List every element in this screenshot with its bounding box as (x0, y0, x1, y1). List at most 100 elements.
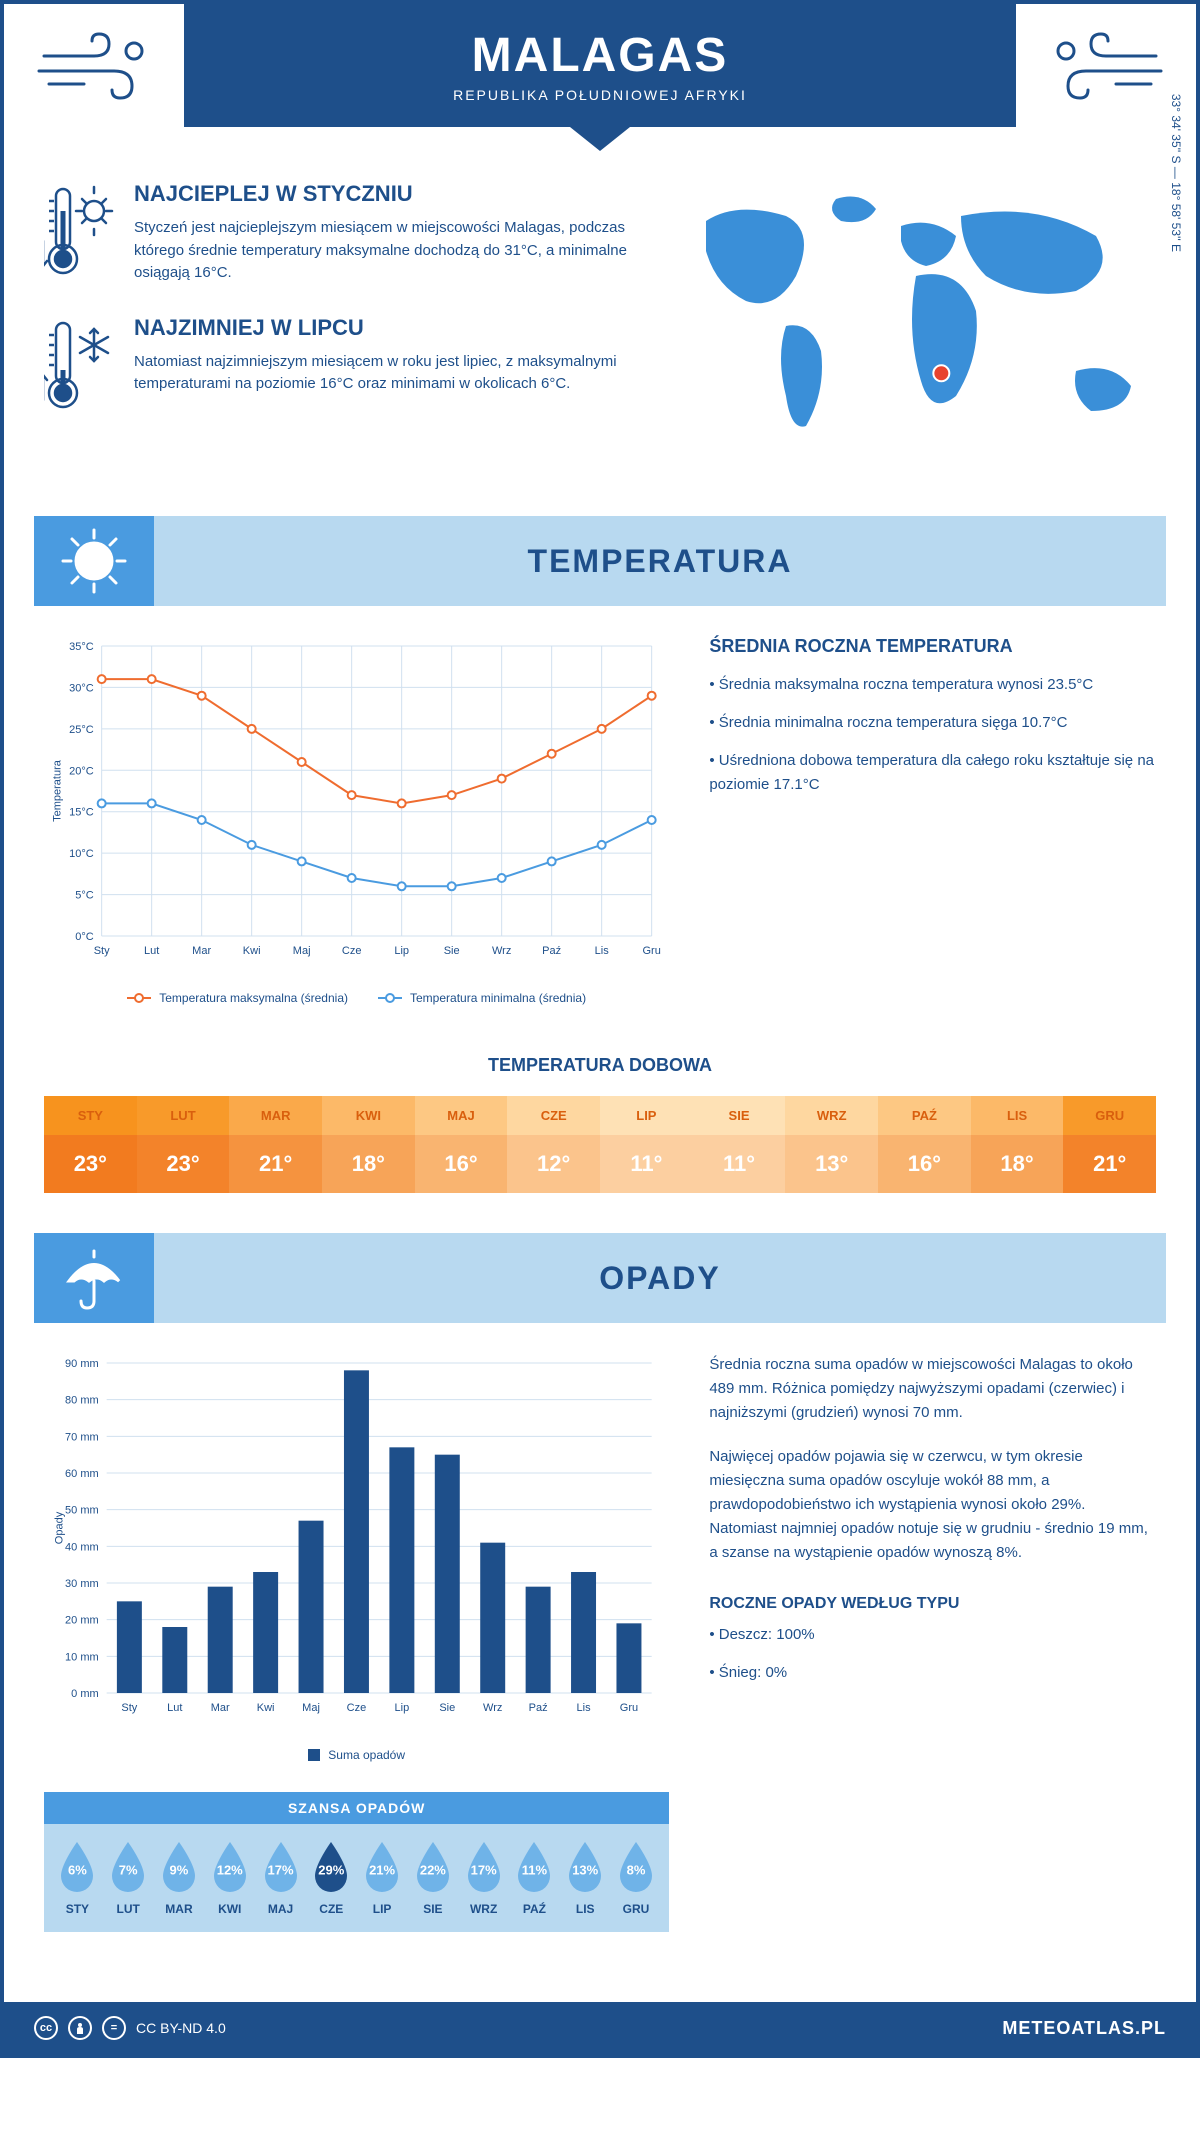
svg-text:90 mm: 90 mm (65, 1358, 99, 1370)
temperature-title: TEMPERATURA (154, 543, 1166, 580)
legend-precip-label: Suma opadów (328, 1748, 405, 1762)
svg-text:Cze: Cze (342, 945, 362, 957)
precip-type-line: • Śnieg: 0% (709, 1661, 1156, 1685)
svg-text:Paź: Paź (542, 945, 561, 957)
drop-col: 9%MAR (154, 1840, 205, 1916)
temp-col-month: GRU (1063, 1096, 1156, 1135)
svg-text:Temperatura: Temperatura (52, 759, 64, 822)
svg-text:40 mm: 40 mm (65, 1541, 99, 1553)
svg-text:Maj: Maj (293, 945, 311, 957)
fact-warmest: NAJCIEPLEJ W STYCZNIU Styczeń jest najci… (44, 181, 646, 285)
fact-coldest-title: NAJZIMNIEJ W LIPCU (134, 315, 646, 341)
svg-text:80 mm: 80 mm (65, 1395, 99, 1407)
svg-text:60 mm: 60 mm (65, 1468, 99, 1480)
svg-text:25°C: 25°C (69, 724, 94, 736)
footer: cc = CC BY-ND 4.0 METEOATLAS.PL (4, 2002, 1196, 2054)
temp-col-month: KWI (322, 1096, 415, 1135)
sun-icon (34, 516, 154, 606)
temp-info: ŚREDNIA ROCZNA TEMPERATURA • Średnia mak… (709, 636, 1156, 1005)
temp-col: CZE12° (507, 1096, 600, 1193)
temp-col-value: 13° (785, 1135, 878, 1193)
svg-text:Sie: Sie (444, 945, 460, 957)
daily-temp-title: TEMPERATURA DOBOWA (4, 1055, 1196, 1076)
temp-col: SIE11° (693, 1096, 786, 1193)
precip-chance-title: SZANSA OPADÓW (44, 1792, 669, 1824)
svg-text:Cze: Cze (347, 1702, 367, 1714)
legend-max: Temperatura maksymalna (średnia) (127, 991, 348, 1005)
svg-text:Gru: Gru (642, 945, 660, 957)
section-header-precipitation: OPADY (34, 1233, 1166, 1323)
precip-p1: Średnia roczna suma opadów w miejscowośc… (709, 1353, 1156, 1425)
legend-max-label: Temperatura maksymalna (średnia) (159, 991, 348, 1005)
precip-legend: Suma opadów (44, 1748, 669, 1762)
precipitation-chart-row: 0 mm10 mm20 mm30 mm40 mm50 mm60 mm70 mm8… (4, 1353, 1196, 1962)
svg-text:5°C: 5°C (75, 890, 94, 902)
temp-col: WRZ13° (785, 1096, 878, 1193)
temp-col: MAR21° (229, 1096, 322, 1193)
precipitation-bar-chart: 0 mm10 mm20 mm30 mm40 mm50 mm60 mm70 mm8… (44, 1353, 669, 1733)
fact-warmest-title: NAJCIEPLEJ W STYCZNIU (134, 181, 646, 207)
drop-col: 11%PAŹ (509, 1840, 560, 1916)
svg-text:Kwi: Kwi (243, 945, 261, 957)
svg-text:Mar: Mar (211, 1702, 230, 1714)
umbrella-icon (34, 1233, 154, 1323)
temp-col-month: MAR (229, 1096, 322, 1135)
svg-text:Kwi: Kwi (257, 1702, 275, 1714)
climate-facts: NAJCIEPLEJ W STYCZNIU Styczeń jest najci… (44, 181, 646, 466)
temp-col-value: 21° (229, 1135, 322, 1193)
temp-col: GRU21° (1063, 1096, 1156, 1193)
temp-col: LIS18° (971, 1096, 1064, 1193)
footer-site[interactable]: METEOATLAS.PL (1002, 2018, 1166, 2039)
svg-text:15°C: 15°C (69, 807, 94, 819)
temp-col: STY23° (44, 1096, 137, 1193)
thermometer-sun-icon (44, 181, 114, 281)
footer-license: cc = CC BY-ND 4.0 (34, 2016, 226, 2040)
legend-min-label: Temperatura minimalna (średnia) (410, 991, 586, 1005)
fact-warmest-text: Styczeń jest najcieplejszym miesiącem w … (134, 217, 646, 285)
svg-text:Gru: Gru (620, 1702, 638, 1714)
legend-precip: Suma opadów (308, 1748, 405, 1762)
city-name: MALAGAS (184, 28, 1016, 83)
drop-col: 22%SIE (407, 1840, 458, 1916)
precip-types-title: ROCZNE OPADY WEDŁUG TYPU (709, 1595, 1156, 1613)
nd-icon: = (102, 2016, 126, 2040)
precip-types: ROCZNE OPADY WEDŁUG TYPU • Deszcz: 100% •… (709, 1595, 1156, 1685)
svg-text:30°C: 30°C (69, 682, 94, 694)
wind-icon-left (34, 26, 154, 106)
drop-col: 7%LUT (103, 1840, 154, 1916)
temp-col: LUT23° (137, 1096, 230, 1193)
svg-text:Wrz: Wrz (483, 1702, 502, 1714)
svg-text:50 mm: 50 mm (65, 1505, 99, 1517)
top-row: NAJCIEPLEJ W STYCZNIU Styczeń jest najci… (4, 151, 1196, 496)
country-name: REPUBLIKA POŁUDNIOWEJ AFRYKI (184, 87, 1016, 103)
temperature-line-chart: 0°C5°C10°C15°C20°C25°C30°C35°CStyLutMarK… (44, 636, 669, 976)
header: MALAGAS REPUBLIKA POŁUDNIOWEJ AFRYKI (4, 4, 1196, 151)
temp-col-month: CZE (507, 1096, 600, 1135)
svg-text:Wrz: Wrz (492, 945, 511, 957)
svg-text:Sty: Sty (121, 1702, 137, 1714)
temp-bullet: • Średnia maksymalna roczna temperatura … (709, 673, 1156, 697)
temp-col-month: WRZ (785, 1096, 878, 1135)
svg-text:20 mm: 20 mm (65, 1615, 99, 1627)
svg-text:Opady: Opady (54, 1511, 66, 1544)
svg-text:Sie: Sie (439, 1702, 455, 1714)
temp-col: MAJ16° (415, 1096, 508, 1193)
svg-text:Maj: Maj (302, 1702, 320, 1714)
by-icon (68, 2016, 92, 2040)
ribbon-tail (570, 127, 630, 151)
temp-col-value: 18° (322, 1135, 415, 1193)
svg-text:Lut: Lut (167, 1702, 182, 1714)
drop-col: 29%CZE (306, 1840, 357, 1916)
svg-text:0 mm: 0 mm (71, 1688, 99, 1700)
temp-col-month: LIP (600, 1096, 693, 1135)
drop-col: 17%MAJ (255, 1840, 306, 1916)
svg-text:Lut: Lut (144, 945, 159, 957)
precip-type-line: • Deszcz: 100% (709, 1623, 1156, 1647)
fact-coldest: NAJZIMNIEJ W LIPCU Natomiast najzimniejs… (44, 315, 646, 415)
svg-text:30 mm: 30 mm (65, 1578, 99, 1590)
temp-col-month: SIE (693, 1096, 786, 1135)
svg-text:35°C: 35°C (69, 641, 94, 653)
temp-col-value: 11° (600, 1135, 693, 1193)
svg-text:0°C: 0°C (75, 931, 94, 943)
svg-text:Lis: Lis (595, 945, 610, 957)
